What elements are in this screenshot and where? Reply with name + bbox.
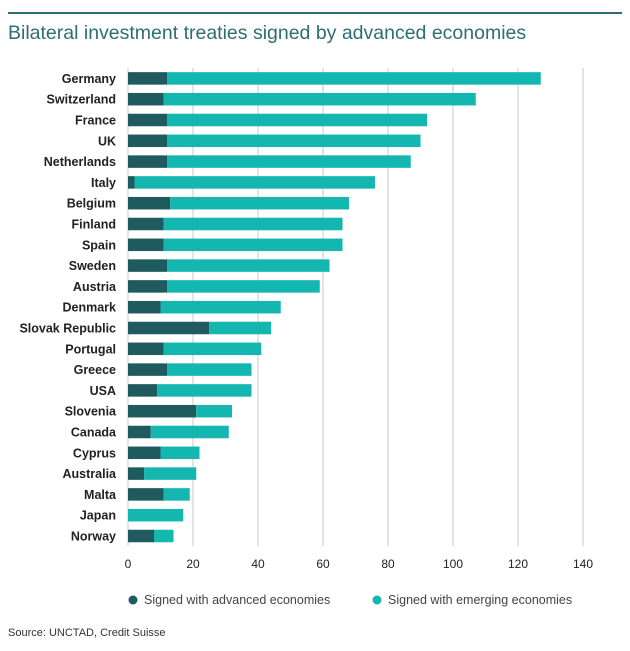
bar-emerging bbox=[157, 384, 252, 397]
category-label: Cyprus bbox=[73, 446, 116, 460]
bar-advanced bbox=[128, 238, 164, 252]
bar-advanced bbox=[128, 72, 167, 85]
category-labels: Germany Switzerland France UK Netherlands Ita… bbox=[19, 72, 117, 544]
x-tick-label: 140 bbox=[573, 557, 593, 571]
bar-advanced bbox=[128, 134, 167, 148]
bar-emerging bbox=[163, 342, 262, 356]
category-label: France bbox=[75, 114, 116, 128]
bar-emerging bbox=[167, 155, 411, 168]
category-label: Malta bbox=[84, 488, 117, 502]
bar-advanced bbox=[128, 113, 167, 127]
bar-advanced bbox=[128, 404, 197, 418]
x-tick-label: 120 bbox=[508, 557, 528, 571]
bar-emerging bbox=[163, 217, 343, 231]
bar-advanced bbox=[128, 176, 135, 189]
chart-title: Bilateral investment treaties signed by … bbox=[8, 22, 527, 44]
x-tick-label: 20 bbox=[186, 557, 200, 571]
bar-emerging bbox=[209, 321, 271, 335]
bar-advanced bbox=[128, 488, 164, 501]
bar-emerging bbox=[160, 446, 200, 460]
category-label: Canada bbox=[71, 426, 117, 440]
bar-emerging bbox=[154, 529, 174, 543]
bar-advanced bbox=[128, 467, 145, 480]
top-rule bbox=[8, 12, 622, 14]
legend-swatch bbox=[372, 595, 382, 605]
category-label: Finland bbox=[72, 218, 116, 232]
bar-emerging bbox=[163, 488, 190, 501]
bar-emerging bbox=[128, 508, 184, 522]
category-label: Norway bbox=[71, 530, 116, 544]
bar-advanced bbox=[128, 196, 171, 210]
bar-advanced bbox=[128, 259, 167, 272]
bar-emerging bbox=[150, 425, 229, 439]
bar-emerging bbox=[167, 134, 421, 148]
bar-advanced bbox=[128, 363, 167, 376]
bar-emerging bbox=[163, 92, 476, 106]
bar-advanced bbox=[128, 342, 164, 356]
category-label: Switzerland bbox=[47, 93, 116, 107]
category-label: UK bbox=[98, 134, 116, 148]
category-label: Japan bbox=[80, 509, 116, 523]
bar-emerging bbox=[167, 72, 541, 85]
bar-emerging bbox=[196, 404, 232, 418]
category-label: Italy bbox=[91, 176, 116, 190]
bars bbox=[128, 72, 541, 543]
category-label: Denmark bbox=[63, 301, 117, 315]
legend-label: Signed with advanced economies bbox=[144, 593, 330, 607]
category-label: Slovenia bbox=[65, 405, 117, 419]
legend: Signed with advanced economies Signed wit… bbox=[128, 593, 572, 607]
category-label: Netherlands bbox=[44, 155, 116, 169]
source-note: Source: UNCTAD, Credit Suisse bbox=[8, 627, 166, 639]
bar-emerging bbox=[160, 300, 281, 314]
category-label: Sweden bbox=[69, 259, 116, 273]
x-tick-label: 40 bbox=[251, 557, 265, 571]
category-label: USA bbox=[90, 384, 116, 398]
bar-advanced bbox=[128, 92, 164, 106]
bar-emerging bbox=[167, 259, 330, 272]
bar-emerging bbox=[167, 280, 320, 293]
bar-emerging bbox=[144, 467, 197, 480]
x-tick-label: 80 bbox=[381, 557, 395, 571]
category-label: Portugal bbox=[65, 342, 116, 356]
bar-emerging bbox=[163, 238, 343, 252]
x-tick-label: 60 bbox=[316, 557, 330, 571]
bar-emerging bbox=[167, 363, 252, 376]
bar-emerging bbox=[134, 176, 375, 189]
category-label: Germany bbox=[62, 72, 116, 86]
category-label: Slovak Republic bbox=[19, 322, 116, 336]
legend-swatch bbox=[128, 595, 138, 605]
x-tick-labels: 0 20 40 60 80 100 120 140 bbox=[125, 557, 594, 571]
legend-label: Signed with emerging economies bbox=[388, 593, 572, 607]
bar-advanced bbox=[128, 446, 161, 460]
bar-advanced bbox=[128, 384, 158, 397]
bar-advanced bbox=[128, 155, 167, 168]
x-tick-label: 100 bbox=[443, 557, 463, 571]
category-label: Greece bbox=[74, 363, 116, 377]
bar-advanced bbox=[128, 425, 151, 439]
category-label: Spain bbox=[82, 238, 116, 252]
x-tick-label: 0 bbox=[125, 557, 132, 571]
bar-advanced bbox=[128, 300, 161, 314]
category-label: Australia bbox=[63, 467, 118, 481]
bar-advanced bbox=[128, 529, 154, 543]
category-label: Austria bbox=[73, 280, 117, 294]
bar-emerging bbox=[167, 113, 427, 127]
bar-advanced bbox=[128, 321, 210, 335]
bar-advanced bbox=[128, 217, 164, 231]
bar-advanced bbox=[128, 280, 167, 293]
category-label: Belgium bbox=[67, 197, 116, 211]
bar-emerging bbox=[170, 196, 349, 210]
